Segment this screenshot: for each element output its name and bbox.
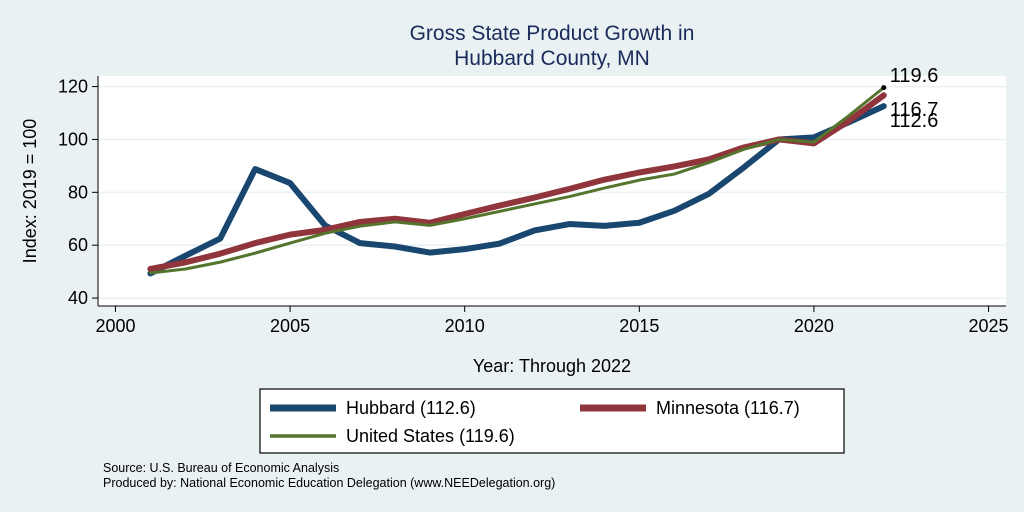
legend-box (259, 388, 845, 454)
x-tick-label: 2005 (270, 316, 310, 336)
end-label-united-states: 119.6 (890, 65, 939, 87)
legend-label-united-states: United States (119.6) (346, 426, 515, 446)
y-tick-label: 60 (68, 235, 88, 255)
x-axis-label: Year: Through 2022 (473, 356, 631, 376)
tick-labels: 40 60 80 100 120 2000 2005 2010 2015 2020 2025 (58, 77, 1009, 336)
legend-label-minnesota: Minnesota (116.7) (656, 398, 800, 418)
chart-title-line-1: Gross State Product Growth in (410, 22, 695, 45)
series-line-united-states (148, 86, 886, 275)
end-label-minnesota: 116.7 (890, 99, 939, 121)
series-lines (147, 86, 887, 277)
legend-label-hubbard: Hubbard (112.6) (346, 398, 476, 418)
x-tick-label: 2010 (445, 316, 485, 336)
x-tick-label: 2000 (95, 316, 135, 336)
y-tick-label: 80 (68, 182, 88, 202)
produced-by-note: Produced by: National Economic Education… (103, 476, 555, 490)
y-tick-label: 120 (58, 77, 88, 97)
legend: Hubbard (112.6) Minnesota (116.7) United S… (270, 398, 800, 446)
series-line-hubbard (147, 103, 887, 277)
chart-title-line-2: Hubbard County, MN (454, 47, 650, 70)
source-note: Source: U.S. Bureau of Economic Analysis (103, 461, 339, 475)
y-tick-label: 40 (68, 288, 88, 308)
x-tick-label: 2025 (969, 316, 1009, 336)
y-tick-label: 100 (58, 129, 88, 149)
axes (92, 76, 1006, 312)
x-tick-label: 2020 (794, 316, 834, 336)
y-axis-label: Index: 2019 = 100 (20, 119, 40, 264)
x-tick-label: 2015 (619, 316, 659, 336)
end-label-hubbard: 112.6 (890, 110, 939, 132)
us-end-marker (881, 85, 887, 91)
